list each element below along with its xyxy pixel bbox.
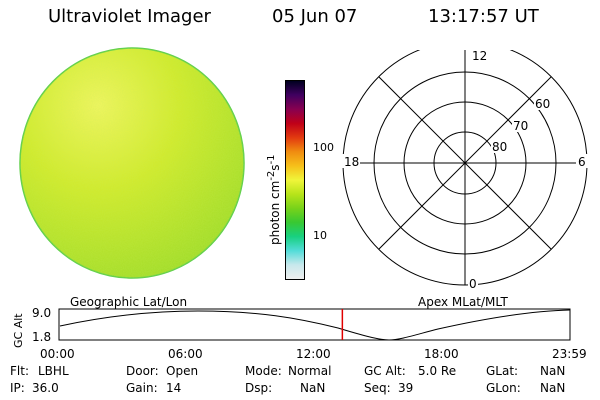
timeline-xtick-2359: 23:59 — [552, 347, 587, 361]
info-ip-label: IP: — [10, 381, 25, 395]
info-glat-value: NaN — [540, 364, 566, 378]
info-mode-label: Mode: — [245, 364, 282, 378]
info-flt-label: Flt: — [10, 364, 29, 378]
info-gain-label: Gain: — [126, 381, 158, 395]
timeline-xtick-0600: 06:00 — [168, 347, 203, 361]
info-glat-label: GLat: — [486, 364, 519, 378]
earth-disk-texture — [20, 48, 244, 278]
info-dsp-label: Dsp: — [245, 381, 273, 395]
info-glon-value: NaN — [540, 381, 566, 395]
info-door-value: Open — [166, 364, 199, 378]
colorbar-tick-10: 10 — [313, 229, 327, 242]
info-glon-label: GLon: — [486, 381, 521, 395]
polar-label-mlt-0: 0 — [469, 277, 477, 290]
info-seq-label: Seq: — [364, 381, 391, 395]
timeline-caption-apex: Apex MLat/MLT — [418, 295, 508, 309]
colorbar-unit-label: photon cm-2s-1 — [266, 154, 282, 245]
timeline-y-max: 9.0 — [32, 306, 52, 320]
info-ip-value: 36.0 — [32, 381, 59, 395]
polar-label-lat-70: 70 — [513, 119, 528, 133]
polar-label-mlt-6: 6 — [578, 155, 586, 169]
timeline-xtick-0000: 00:00 — [40, 347, 75, 361]
timeline-caption-geographic: Geographic Lat/Lon — [70, 295, 188, 309]
time-label: 13:17:57 UT — [428, 6, 539, 27]
polar-label-mlt-12: 12 — [472, 50, 487, 63]
info-gain-value: 14 — [166, 381, 182, 395]
info-seq-value: 39 — [398, 381, 414, 395]
date-label: 05 Jun 07 — [272, 6, 358, 27]
timeline-plot — [58, 308, 571, 341]
info-mode-value: Normal — [288, 364, 332, 378]
timeline-frame — [58, 308, 571, 341]
timeline-xtick-1200: 12:00 — [296, 347, 331, 361]
info-dsp-value: NaN — [300, 381, 326, 395]
colorbar — [285, 80, 305, 280]
polar-label-lat-80: 80 — [492, 140, 507, 154]
info-gcalt-value: 5.0 Re — [418, 364, 457, 378]
timeline-altitude-curve — [59, 309, 571, 341]
timeline-y-min: 1.8 — [32, 330, 52, 344]
colorbar-tick-100: 100 — [313, 141, 334, 154]
polar-diagonal-2 — [378, 76, 552, 250]
polar-label-lat-60: 60 — [535, 97, 550, 111]
instrument-title: Ultraviolet Imager — [48, 6, 211, 27]
info-flt-value: LBHL — [38, 364, 69, 378]
info-gcalt-label: GC Alt: — [364, 364, 406, 378]
uv-earth-image — [19, 47, 245, 279]
polar-label-mlt-18: 18 — [344, 155, 359, 169]
info-door-label: Door: — [126, 364, 159, 378]
timeline-xtick-1800: 18:00 — [424, 347, 459, 361]
polar-grid-plot: 12 18 6 0 60 70 80 — [342, 50, 588, 290]
timeline-y-axis-label: GC Alt — [12, 313, 25, 348]
